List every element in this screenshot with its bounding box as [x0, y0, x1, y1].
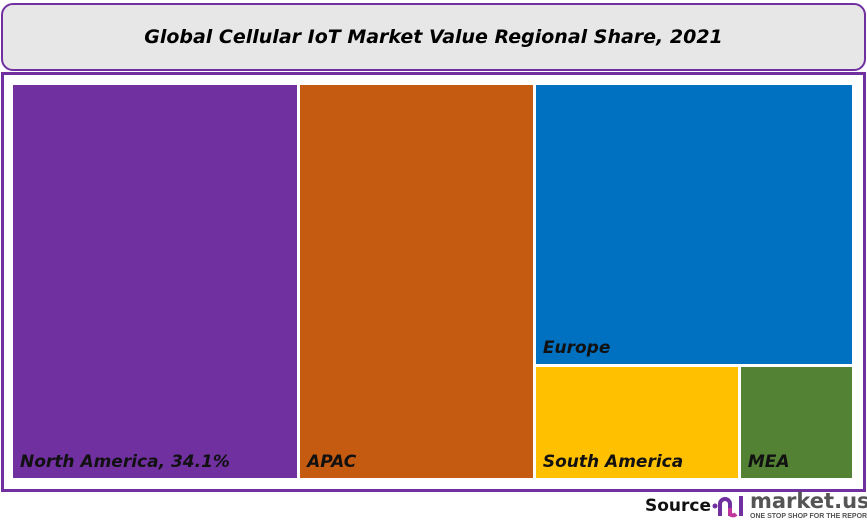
- chart-title: Global Cellular IoT Market Value Regiona…: [144, 26, 723, 48]
- treemap-label-mea: MEA: [747, 451, 790, 472]
- chart-title-box: Global Cellular IoT Market Value Regiona…: [1, 3, 866, 71]
- treemap-label-europe: Europe: [542, 338, 611, 359]
- treemap-cell-europe: Europe: [535, 85, 852, 365]
- treemap-label-north-america: North America, 34.1%: [20, 452, 230, 472]
- market-us-logo: market.us ONE STOP SHOP FOR THE REPORTS: [712, 491, 867, 521]
- treemap-cell-north-america: North America, 34.1%: [13, 85, 298, 478]
- source-label: Source: [645, 496, 712, 516]
- treemap-frame: [1, 72, 866, 492]
- treemap-cell-apac: APAC: [300, 85, 533, 478]
- treemap-cell-mea: MEA: [740, 367, 852, 478]
- market-us-logo-icon: [712, 496, 743, 518]
- brand-name: market.us: [750, 489, 867, 513]
- brand-tagline: ONE STOP SHOP FOR THE REPORTS: [750, 513, 867, 520]
- treemap-cell-south-america: South America: [535, 367, 738, 478]
- treemap-label-apac: APAC: [307, 452, 357, 472]
- treemap-label-south-america: South America: [542, 451, 684, 472]
